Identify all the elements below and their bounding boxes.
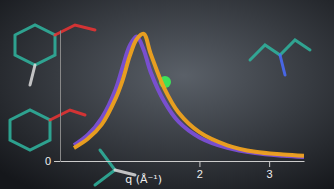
series-line [74,34,304,156]
x-axis-title: q (Å⁻¹) [125,173,162,186]
bond [280,55,285,75]
background [0,0,334,189]
molecules [10,25,310,185]
y-axis: 0 [45,31,61,168]
x-tick-label: 3 [267,168,273,180]
y-axis-line [60,31,61,162]
y-tick-label: 0 [45,155,51,167]
bond [15,25,55,65]
bond [50,110,85,120]
plot-area [74,34,304,157]
y-tick-mark [54,161,60,162]
x-axis: 23 [61,161,305,180]
bond [95,150,115,185]
x-tick-mark [269,161,270,167]
bond [10,110,50,150]
bond [30,65,35,85]
x-tick-label: 2 [197,168,203,180]
series-line [74,37,304,158]
chart: 230q (Å⁻¹) [0,0,334,189]
x-tick-mark [199,161,200,167]
x-tick: 3 [267,161,273,180]
x-axis-line [61,161,305,162]
y-tick: 0 [45,155,60,167]
x-tick: 2 [197,161,203,180]
